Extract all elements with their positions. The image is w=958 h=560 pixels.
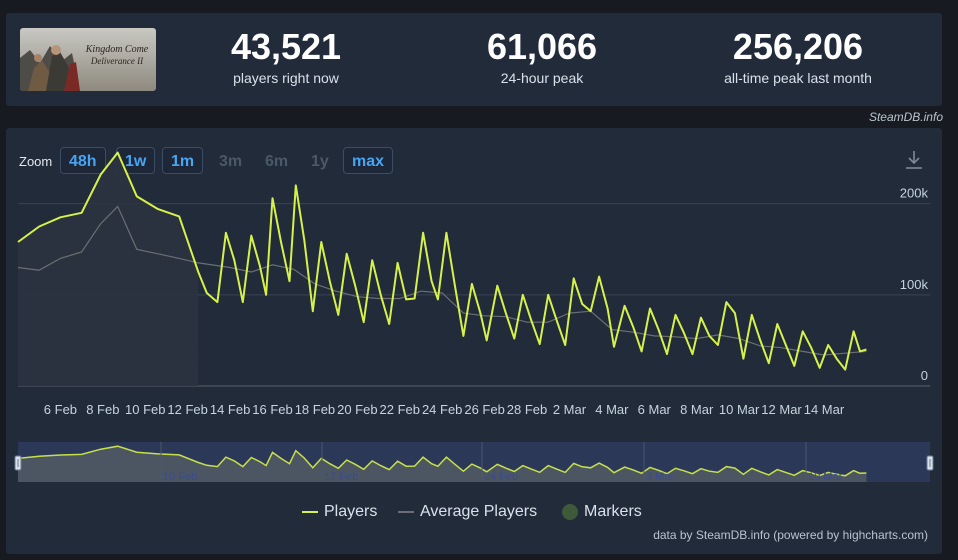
- steamdb-credit-link[interactable]: SteamDB.info: [868, 110, 943, 124]
- alltime-peak-value: 256,206: [732, 26, 864, 67]
- legend-average-players[interactable]: Average Players: [398, 503, 537, 521]
- players-line: [17, 151, 867, 371]
- players-layer: [17, 151, 867, 371]
- current-players-value: 43,521: [230, 26, 342, 67]
- legend-players-swatch: [302, 510, 318, 513]
- x-tick-label: 4 Mar: [595, 402, 629, 417]
- download-icon[interactable]: [904, 149, 924, 176]
- x-tick-label: 26 Feb: [464, 402, 504, 417]
- navigator-selection: [18, 442, 930, 482]
- x-tick-label: 14 Feb: [210, 402, 250, 417]
- legend-players-label: Players: [324, 503, 378, 520]
- x-tick-label: 6 Mar: [638, 402, 672, 417]
- x-tick-label: 12 Mar: [761, 402, 802, 417]
- x-tick-label: 22 Feb: [380, 402, 420, 417]
- y-axis-ticks: 0 100k 200k: [900, 186, 929, 383]
- x-tick-label: 20 Feb: [337, 402, 377, 417]
- legend-markers-swatch: [562, 504, 578, 520]
- x-tick-label: 10 Feb: [125, 402, 165, 417]
- peak-24h-stat: 61,066 24-hour peak: [432, 26, 652, 87]
- average-players-line: [17, 205, 867, 356]
- navigator-tick-label: 10 Feb: [163, 471, 197, 483]
- x-tick-label: 6 Feb: [44, 402, 77, 417]
- legend-players[interactable]: Players: [302, 503, 377, 521]
- alltime-peak-label: all-time peak last month: [724, 70, 872, 86]
- game-thumbnail[interactable]: Kingdom Come Deliverance II: [20, 28, 156, 91]
- current-players-label: players right now: [233, 70, 339, 86]
- x-tick-label: 18 Feb: [295, 402, 335, 417]
- current-players-stat: 43,521 players right now: [176, 26, 396, 87]
- x-tick-label: 24 Feb: [422, 402, 462, 417]
- zoom-48h-button[interactable]: 48h: [60, 147, 106, 174]
- x-tick-label: 16 Feb: [252, 402, 292, 417]
- navigator-tick-label: 10 Mar: [808, 471, 843, 483]
- navigator-tick-label: 17 Feb: [324, 471, 358, 483]
- stats-panel: Kingdom Come Deliverance II 43,521 playe…: [6, 13, 942, 106]
- peak-24h-label: 24-hour peak: [500, 70, 584, 86]
- navigator-line: [17, 445, 867, 477]
- alltime-peak-stat: 256,206 all-time peak last month: [688, 26, 908, 87]
- legend-markers-label: Markers: [584, 503, 642, 521]
- legend-average-swatch: [398, 510, 414, 513]
- navigator-tick-label: 3 Mar: [646, 471, 674, 483]
- x-tick-label: 10 Mar: [719, 402, 760, 417]
- zoom-6m-button[interactable]: 6m: [265, 153, 289, 170]
- x-axis-ticks: 6 Feb 8 Feb 10 Feb 12 Feb 14 Feb 16 Feb 18 Feb…: [44, 402, 845, 417]
- zoom-1y-button[interactable]: 1y: [311, 153, 329, 170]
- navigator[interactable]: 10 Feb 17 Feb 24 Feb 3 Mar 10 Mar: [14, 442, 934, 483]
- y-tick-label: 200k: [900, 186, 929, 201]
- navigator-area: [18, 446, 867, 482]
- x-tick-label: 8 Feb: [86, 402, 119, 417]
- legend-markers[interactable]: Markers: [560, 503, 642, 521]
- legend-average-label: Average Players: [420, 503, 538, 520]
- y-tick-label: 100k: [900, 277, 929, 292]
- x-tick-label: 2 Mar: [553, 402, 587, 417]
- zoom-max-button[interactable]: max: [343, 147, 394, 174]
- x-tick-label: 12 Feb: [167, 402, 207, 417]
- x-tick-label: 8 Mar: [680, 402, 714, 417]
- game-title-line2: Deliverance II: [90, 56, 144, 66]
- peak-24h-value: 61,066: [486, 26, 598, 67]
- zoom-label: Zoom: [19, 154, 53, 169]
- zoom-3m-button[interactable]: 3m: [219, 153, 243, 170]
- average-players-layer: [17, 152, 867, 386]
- y-tick-label: 0: [921, 368, 928, 383]
- game-title-line1: Kingdom Come: [85, 44, 149, 55]
- highcharts-credit[interactable]: data by SteamDB.info (powered by highcha…: [653, 528, 928, 542]
- x-tick-label: 28 Feb: [507, 402, 547, 417]
- zoom-1m-button[interactable]: 1m: [162, 147, 204, 174]
- x-tick-label: 14 Mar: [804, 402, 845, 417]
- players-area-fill: [18, 152, 199, 386]
- navigator-tick-label: 24 Feb: [484, 471, 518, 483]
